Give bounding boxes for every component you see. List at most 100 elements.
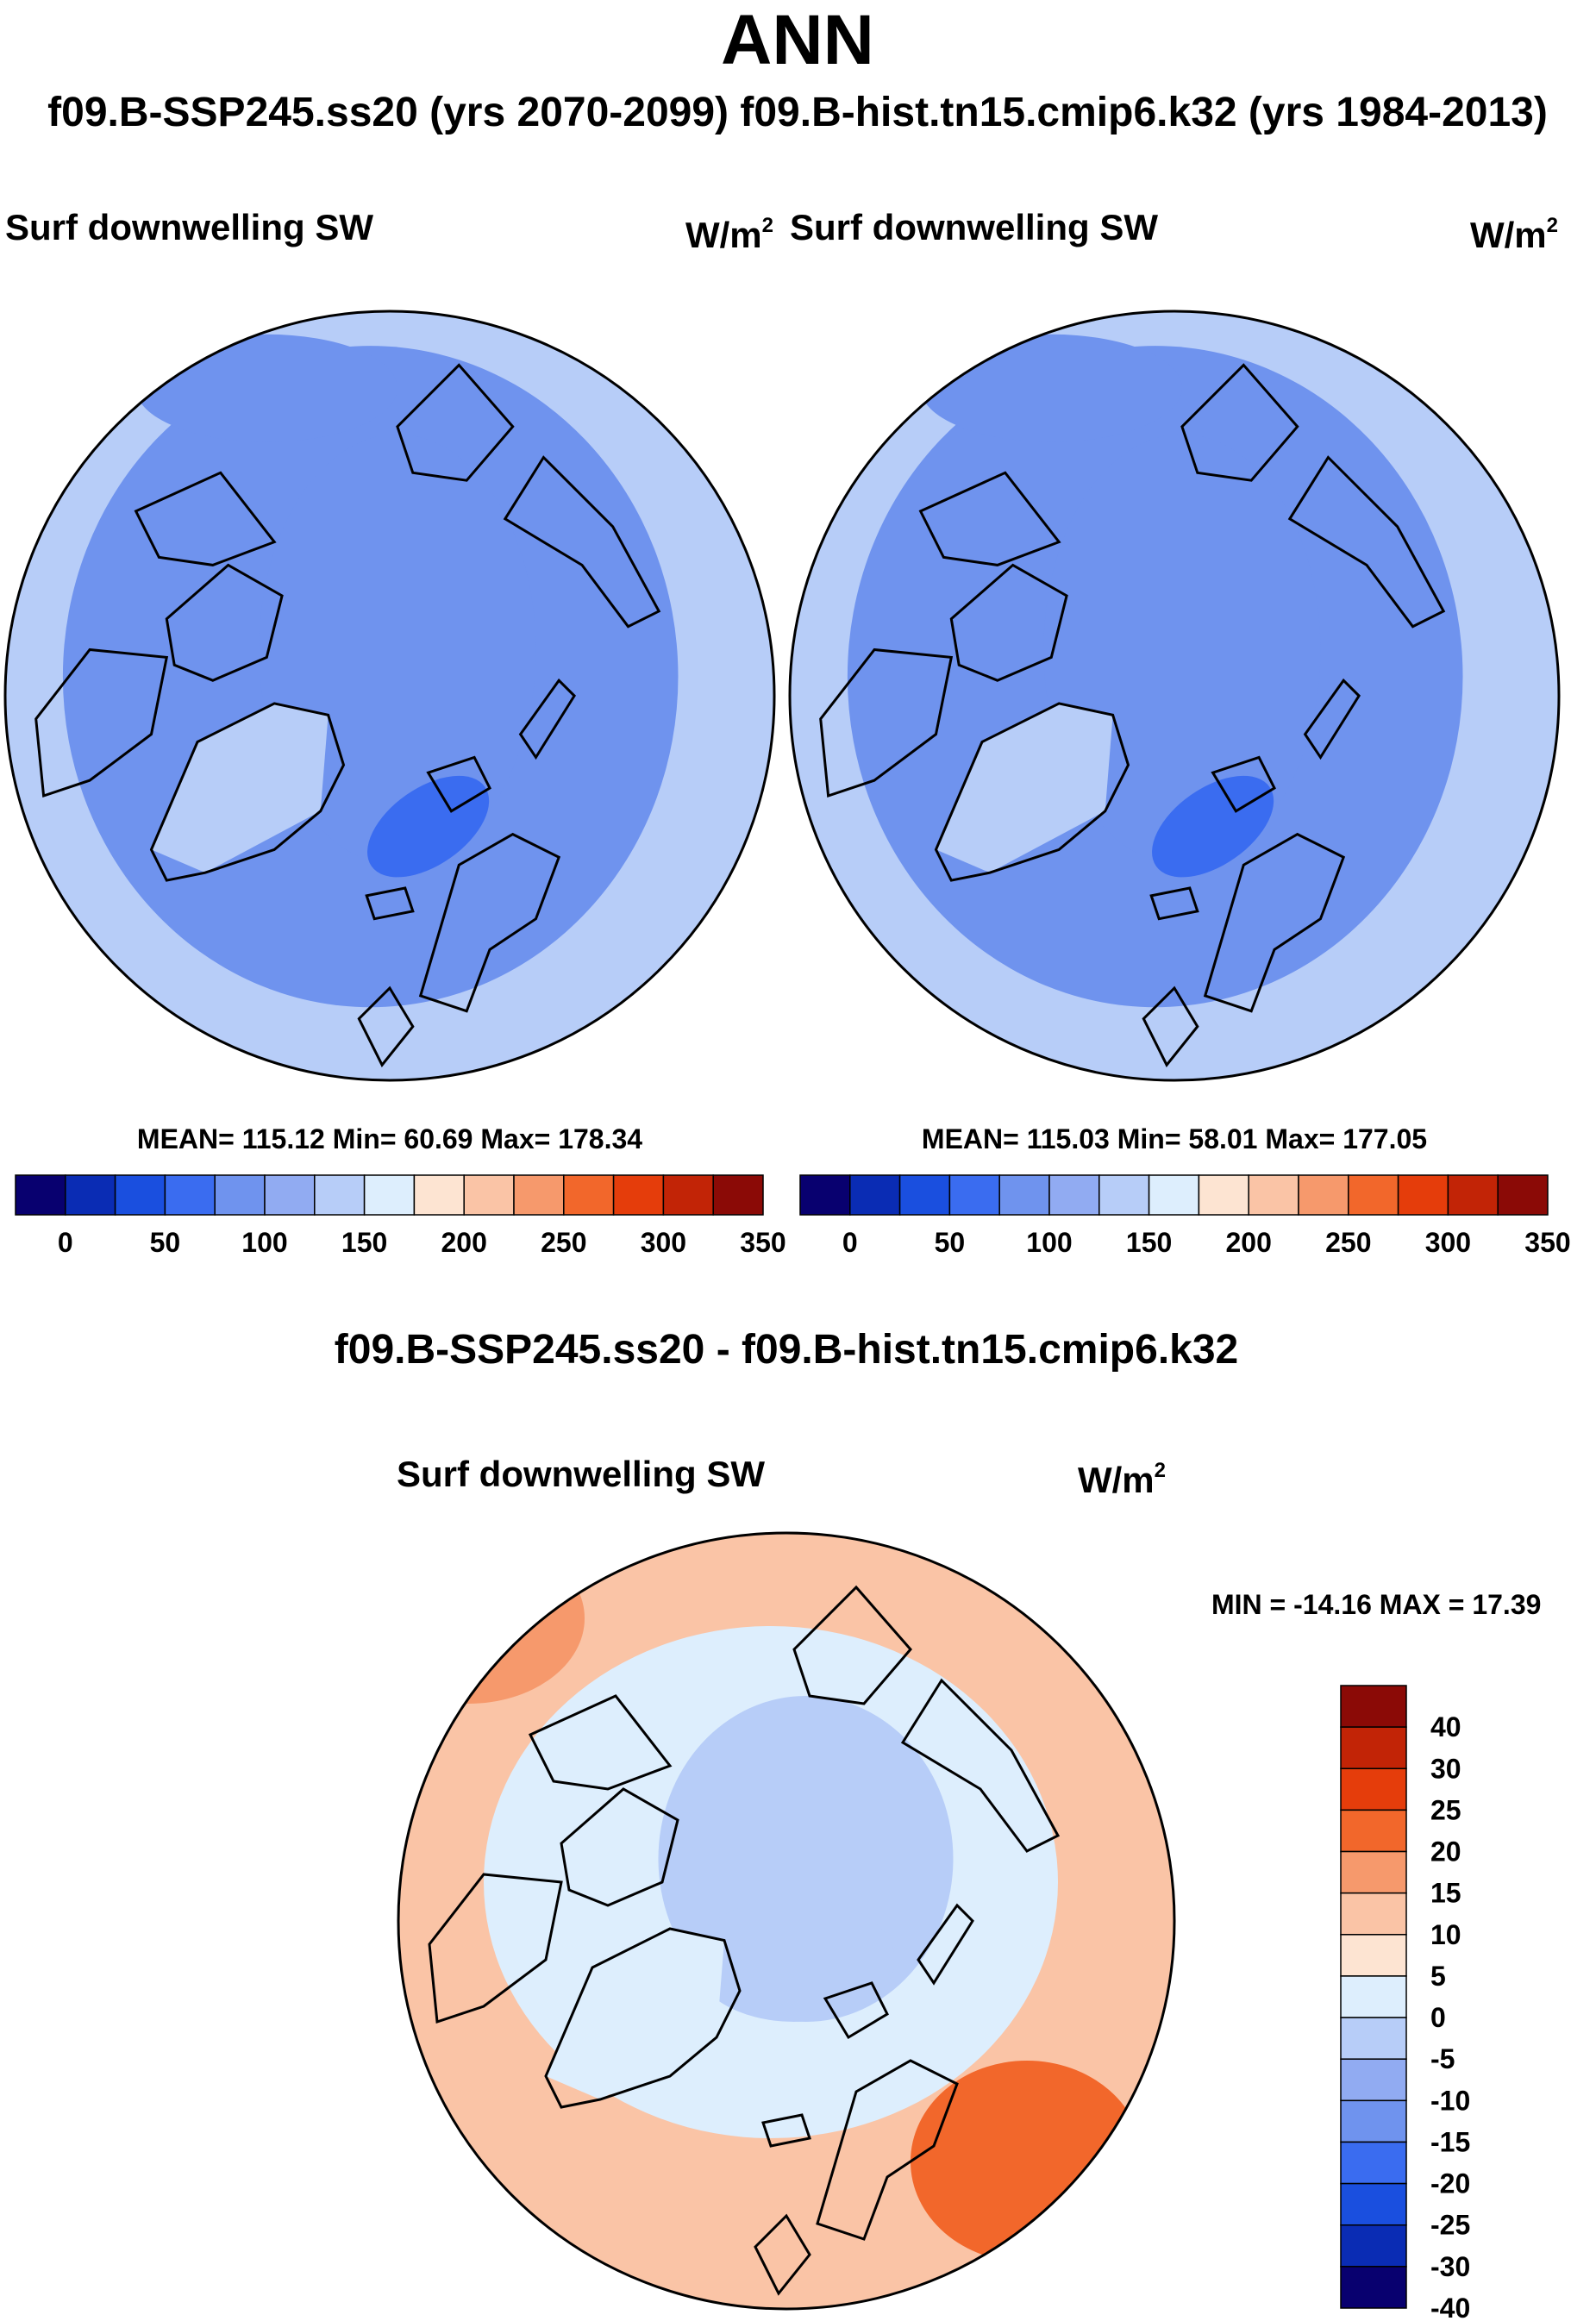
cb3-swatch-8 <box>1340 2017 1407 2060</box>
p1-coast-baffin <box>34 648 169 798</box>
cb2-swatch-7 <box>1148 1174 1200 1216</box>
cb3-tick-10: 10 <box>1430 1919 1461 1950</box>
p1-coast-greenland <box>149 702 346 882</box>
p1-field-greenland <box>151 703 329 873</box>
p2-coast-siberia <box>1287 455 1446 629</box>
cb2-tick-0: 0 <box>842 1227 858 1258</box>
cb3-swatch-10 <box>1340 2099 1407 2143</box>
cb3-tick--30: -30 <box>1430 2251 1470 2282</box>
cb1-swatch-7 <box>363 1174 416 1216</box>
cb3-tick-30: 30 <box>1430 1753 1461 1784</box>
cb3-tick-40: 40 <box>1430 1711 1461 1742</box>
cb1-tick-350: 350 <box>740 1227 785 1258</box>
cb2-swatch-14 <box>1497 1174 1549 1216</box>
cb3-swatch-3 <box>1340 1809 1407 1853</box>
p1-coast-archipelago <box>165 563 284 682</box>
cb2-tick-50: 50 <box>935 1227 966 1258</box>
panel3-variable-label: Surf downwelling SW <box>397 1454 765 1494</box>
cb2-swatch-0 <box>799 1174 851 1216</box>
cb2-swatch-5 <box>1048 1174 1100 1216</box>
figure-subtitle: f09.B-SSP245.ss20 (yrs 2070-2099) f09.B-… <box>47 90 1548 135</box>
cb3-swatch-9 <box>1340 2058 1407 2102</box>
cb1-tick-150: 150 <box>341 1227 387 1258</box>
cb1-tick-300: 300 <box>641 1227 686 1258</box>
cb2-swatch-13 <box>1447 1174 1499 1216</box>
cb1-swatch-3 <box>164 1174 216 1216</box>
p3-coast-baffin <box>428 1873 563 2024</box>
p3-coast-novaya-zemlya <box>917 1903 974 1986</box>
panel1-stats: MEAN= 115.12 Min= 60.69 Max= 178.34 <box>136 1123 643 1154</box>
cb1-swatch-9 <box>463 1174 515 1216</box>
p3-field-central-arctic <box>693 1898 895 2022</box>
cb2-tick-150: 150 <box>1126 1227 1172 1258</box>
p3-coast-siberia <box>900 1678 1061 1853</box>
panel3-stats: MIN = -14.16 MAX = 17.39 <box>1211 1589 1542 1620</box>
cb1-tick-100: 100 <box>241 1227 287 1258</box>
p2-coast-britain <box>1142 985 1199 1067</box>
cb2-tick-300: 300 <box>1425 1227 1471 1258</box>
p2-coast-novaya-zemlya <box>1303 678 1361 760</box>
p2-coast-iceland <box>1149 886 1199 921</box>
cb2-swatch-12 <box>1397 1174 1449 1216</box>
cb1-swatch-10 <box>513 1174 565 1216</box>
p2-map-border <box>788 310 1561 1082</box>
p3-coast-britain <box>754 2213 811 2296</box>
panel2-stats: MEAN= 115.03 Min= 58.01 Max= 177.05 <box>921 1123 1428 1154</box>
cb2-tick-200: 200 <box>1226 1227 1272 1258</box>
p2-field-barents-sea <box>1152 775 1274 878</box>
cb2-swatch-6 <box>1098 1174 1150 1216</box>
cb3-swatch-4 <box>1340 1850 1407 1894</box>
colorbar-panel1: 0 50 100 150 200 250 300 350 <box>15 1174 786 1258</box>
p3-coast-greenland <box>544 1927 742 2109</box>
p2-field-greenland <box>936 703 1113 873</box>
cb2-tick-250: 250 <box>1325 1227 1371 1258</box>
difference-title: f09.B-SSP245.ss20 - f09.B-hist.tn15.cmip… <box>334 1327 1239 1373</box>
cb2-swatch-2 <box>898 1174 951 1216</box>
cb3-tick--25: -25 <box>1430 2210 1470 2241</box>
cb3-tick--20: -20 <box>1430 2168 1470 2199</box>
p2-field-central-arctic <box>1043 434 1321 866</box>
cb1-swatch-11 <box>563 1174 615 1216</box>
p1-coast-taymyr <box>396 363 515 482</box>
cb3-swatch-1 <box>1340 1726 1407 1770</box>
cb3-swatch-5 <box>1340 1892 1407 1936</box>
p2-coast-archipelago <box>949 563 1068 682</box>
cb3-tick-15: 15 <box>1430 1878 1461 1909</box>
cb1-tick-50: 50 <box>150 1227 181 1258</box>
p1-coast-scandinavia <box>418 832 561 1013</box>
cb3-tick--5: -5 <box>1430 2043 1455 2074</box>
cb3-swatch-12 <box>1340 2182 1407 2226</box>
cb1-swatch-8 <box>413 1174 465 1216</box>
p2-coast-svalbard <box>1211 755 1276 813</box>
p1-coast-alaska <box>134 471 277 566</box>
map-panel-hist <box>788 310 1561 1082</box>
map-panel-difference <box>397 1531 1176 2311</box>
cb3-tick--10: -10 <box>1430 2085 1470 2116</box>
p1-coast-novaya-zemlya <box>518 678 577 760</box>
cb3-swatch-14 <box>1340 2266 1407 2309</box>
cb3-swatch-6 <box>1340 1934 1407 1977</box>
cb1-swatch-14 <box>712 1174 764 1216</box>
cb3-tick-0: 0 <box>1430 2002 1446 2033</box>
p1-coast-britain <box>357 985 415 1067</box>
map-panel-ssp245 <box>3 310 776 1082</box>
cb1-swatch-1 <box>65 1174 116 1216</box>
colorbar-difference: 40 30 25 20 15 10 5 0 -5 -10 -15 -20 -25 -30 -40 <box>1340 1685 1470 2321</box>
cb1-swatch-13 <box>662 1174 714 1216</box>
p3-coast-iceland <box>761 2113 811 2148</box>
panel2-variable-label: Surf downwelling SW <box>790 207 1158 247</box>
cb3-tick--15: -15 <box>1430 2126 1470 2157</box>
p3-coast-svalbard <box>823 1981 889 2040</box>
p1-field-east-siberian <box>135 334 397 442</box>
p1-coast-iceland <box>365 886 415 921</box>
cb2-swatch-8 <box>1198 1174 1249 1216</box>
cb3-tick-20: 20 <box>1430 1836 1461 1867</box>
p2-coast-scandinavia <box>1203 832 1346 1013</box>
panel3-units: W/m2 <box>1078 1459 1167 1500</box>
cb1-tick-200: 200 <box>441 1227 487 1258</box>
cb3-swatch-13 <box>1340 2224 1407 2268</box>
cb1-tick-0: 0 <box>58 1227 73 1258</box>
colorbar-panel2: 0 50 100 150 200 250 300 350 <box>799 1174 1571 1258</box>
figure-title: ANN <box>721 1 874 79</box>
cb3-swatch-7 <box>1340 1975 1407 2018</box>
